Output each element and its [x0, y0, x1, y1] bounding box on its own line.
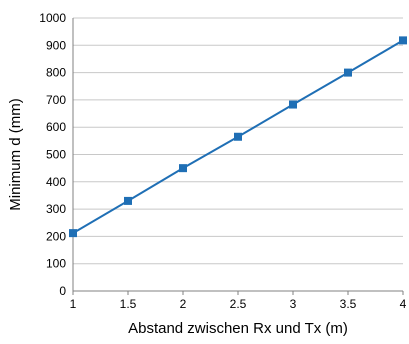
- y-tick-label: 400: [46, 175, 66, 189]
- y-tick-label: 300: [46, 202, 66, 216]
- x-tick-label: 1.5: [120, 297, 137, 311]
- y-tick-label: 500: [46, 148, 66, 162]
- data-point: [234, 132, 242, 141]
- x-tick-label: 4: [400, 297, 407, 311]
- data-point: [344, 68, 352, 77]
- y-tick-label: 800: [46, 66, 66, 80]
- x-tick-label: 2.5: [230, 297, 247, 311]
- y-tick-label: 1000: [39, 11, 66, 25]
- axes: [72, 18, 404, 295]
- data-point: [399, 36, 407, 45]
- y-tick-label: 600: [46, 120, 66, 134]
- y-tick-label: 0: [59, 284, 66, 298]
- y-tick-labels: 0 100 200 300 400 500 600 700 800 900 1000: [39, 11, 66, 298]
- y-axis-title: Minimum d (mm): [7, 98, 24, 211]
- x-tick-label: 3: [290, 297, 297, 311]
- x-tick-label: 2: [180, 297, 187, 311]
- x-tick-labels: 1 1.5 2 2.5 3 3.5 4: [70, 297, 407, 311]
- x-tick-label: 1: [70, 297, 77, 311]
- data-point: [124, 196, 132, 205]
- series: [69, 36, 407, 238]
- y-tick-label: 900: [46, 38, 66, 52]
- x-tick-label: 3.5: [340, 297, 357, 311]
- x-axis-title: Abstand zwischen Rx und Tx (m): [128, 320, 348, 337]
- gridlines: [73, 17, 403, 265]
- data-point: [179, 164, 187, 173]
- y-tick-label: 700: [46, 93, 66, 107]
- y-tick-label: 200: [46, 229, 66, 243]
- data-point: [289, 100, 297, 109]
- data-point: [69, 229, 77, 238]
- y-tick-label: 100: [46, 257, 66, 271]
